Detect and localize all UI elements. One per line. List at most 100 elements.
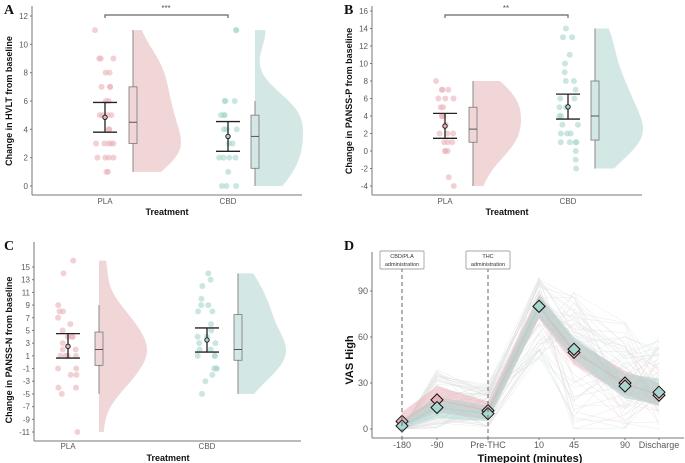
mean-marker <box>65 343 71 350</box>
data-point <box>96 55 103 62</box>
annotation-box <box>465 250 511 270</box>
data-point <box>572 156 579 163</box>
data-point <box>220 154 227 161</box>
significance-bracket <box>444 14 569 18</box>
y-tick-label: 0 <box>363 424 368 434</box>
data-point <box>101 140 108 147</box>
data-point <box>93 140 100 147</box>
data-point <box>561 69 568 76</box>
individual-trajectory <box>401 348 660 430</box>
x-tick-label: PLA <box>60 442 76 451</box>
y-tick-label: 14 <box>359 25 368 34</box>
data-point <box>196 346 203 353</box>
data-point <box>436 130 443 137</box>
data-point <box>55 314 62 321</box>
box <box>128 86 138 144</box>
data-point <box>198 390 205 397</box>
mean-marker-cbd <box>652 385 666 399</box>
data-point <box>442 148 449 154</box>
annotation-box <box>379 250 425 270</box>
data-point <box>68 333 75 340</box>
data-point <box>232 154 239 161</box>
x-tick-label: 45 <box>569 440 579 450</box>
data-point <box>74 429 81 435</box>
data-point <box>205 302 212 309</box>
data-point <box>207 346 214 353</box>
data-point <box>438 113 445 119</box>
mean-marker <box>102 114 108 120</box>
data-point <box>562 78 569 84</box>
x-tick-label: Pre-THC <box>470 440 506 450</box>
x-tick-label: -90 <box>430 440 443 450</box>
violin-cbd <box>595 28 643 169</box>
mean-marker-cbd <box>567 342 581 356</box>
mean-marker <box>225 133 231 140</box>
data-point <box>55 302 62 309</box>
data-point <box>559 121 566 128</box>
mean-marker <box>442 123 448 129</box>
y-tick-label: -2 <box>361 165 369 174</box>
data-point <box>450 95 457 102</box>
y-tick-label: 2 <box>24 154 29 163</box>
y-tick-label: -11 <box>19 428 31 437</box>
data-point <box>208 327 215 334</box>
y-axis-title: VAS High <box>344 335 356 385</box>
data-point <box>213 365 220 372</box>
data-point <box>556 104 563 111</box>
data-point <box>437 104 444 111</box>
data-point <box>560 34 567 41</box>
data-point <box>110 55 117 62</box>
data-point <box>107 83 114 90</box>
data-point <box>55 365 62 372</box>
mean-marker-cbd <box>481 406 495 421</box>
data-point <box>557 95 564 102</box>
y-tick-label: 5 <box>26 326 31 335</box>
ci-band-cbd <box>402 295 659 429</box>
y-tick-label: 10 <box>359 60 368 69</box>
individual-trajectory <box>401 279 660 430</box>
y-tick-label: 9 <box>26 301 31 310</box>
y-tick-label: -1 <box>23 365 31 374</box>
data-point <box>557 139 564 146</box>
y-tick-label: 15 <box>21 263 30 272</box>
individual-trajectory <box>401 339 660 430</box>
significance-label: *** <box>161 4 170 13</box>
data-point <box>570 78 577 84</box>
data-point <box>450 183 457 189</box>
data-point <box>73 365 80 372</box>
x-tick-label: CBD <box>220 197 237 206</box>
panel-label: C <box>4 239 14 254</box>
y-axis-title: Change in PANSS-P from baseline <box>344 28 354 174</box>
annotation-label: administration <box>385 262 419 268</box>
y-axis-title: Change in HVLT from baseline <box>4 36 14 166</box>
data-point <box>199 283 206 290</box>
y-tick-label: 6 <box>24 97 29 106</box>
y-axis-title: Change in PANSS-N from baseline <box>4 277 14 424</box>
data-point <box>562 60 569 67</box>
data-point <box>562 25 569 32</box>
data-point <box>205 270 212 277</box>
data-point <box>55 384 62 391</box>
data-point <box>223 183 230 189</box>
data-point <box>449 139 456 146</box>
data-point <box>202 378 209 385</box>
x-tick-label: 90 <box>620 440 630 450</box>
y-tick-label: 8 <box>24 69 29 78</box>
data-point <box>194 352 201 359</box>
panel-b: B Treatment Change in PANSS-P from basel… <box>344 3 643 217</box>
data-point <box>73 371 80 378</box>
annotation-label: CBD/PLA <box>390 254 414 260</box>
annotation-label: THC <box>482 254 493 260</box>
annotation-label: administration <box>471 262 505 268</box>
panel-label: D <box>344 239 354 254</box>
violin-cbd <box>238 273 286 394</box>
individual-trajectory <box>401 281 660 430</box>
y-tick-label: 6 <box>364 95 369 104</box>
individual-trajectory <box>401 291 660 430</box>
data-point <box>221 98 228 104</box>
data-point <box>445 174 452 181</box>
data-point <box>231 98 238 104</box>
data-point <box>60 270 67 277</box>
mean-marker <box>565 104 571 110</box>
